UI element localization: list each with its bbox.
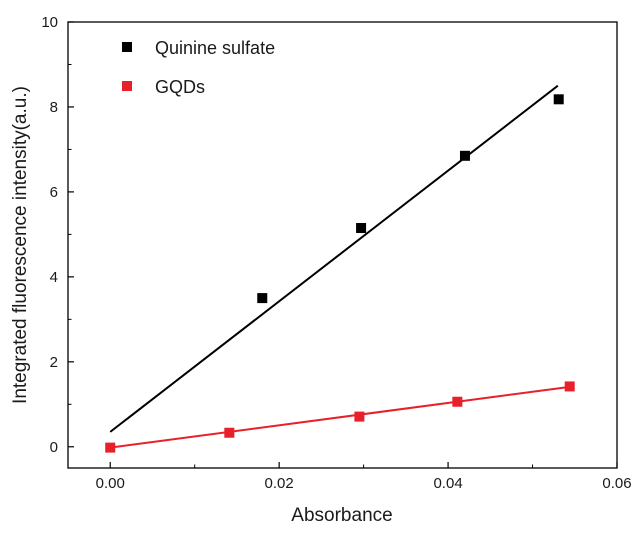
data-point-gqds bbox=[564, 381, 575, 392]
legend-label-gqds: GQDs bbox=[155, 77, 205, 97]
y-axis-title: Integrated fluorescence intensity(a.u.) bbox=[10, 86, 31, 404]
legend-label-quinine-sulfate: Quinine sulfate bbox=[155, 38, 275, 58]
data-point-quinine-sulfate bbox=[459, 150, 470, 161]
x-tick-label: 0.00 bbox=[96, 475, 125, 492]
legend: Quinine sulfate GQDs bbox=[122, 38, 275, 97]
data-point-gqds bbox=[452, 396, 463, 407]
fit-lines bbox=[109, 84, 570, 449]
y-tick-label: 0 bbox=[50, 439, 58, 456]
x-axis-title: Absorbance bbox=[291, 505, 392, 526]
fit-line-quinine-sulfate bbox=[109, 84, 559, 433]
data-point-quinine-sulfate bbox=[553, 94, 564, 105]
y-tick-label: 8 bbox=[50, 99, 58, 116]
y-tick-label: 6 bbox=[50, 184, 58, 201]
data-point-gqds bbox=[354, 411, 365, 422]
y-tick-label: 10 bbox=[41, 14, 58, 31]
y-axis-ticks: 0 2 4 6 8 10 bbox=[41, 14, 74, 456]
data-point-gqds bbox=[224, 427, 235, 438]
data-point-quinine-sulfate bbox=[257, 293, 268, 304]
x-tick-label: 0.02 bbox=[265, 475, 294, 492]
x-tick-label: 0.04 bbox=[433, 475, 462, 492]
legend-marker-quinine-sulfate bbox=[122, 42, 132, 52]
fit-line-gqds bbox=[110, 385, 570, 449]
legend-marker-gqds bbox=[122, 81, 132, 91]
y-tick-label: 4 bbox=[50, 269, 58, 286]
y-tick-label: 2 bbox=[50, 354, 58, 371]
data-point-quinine-sulfate bbox=[356, 223, 367, 234]
x-axis-ticks: 0.00 0.02 0.04 0.06 bbox=[96, 462, 632, 492]
plot-frame bbox=[67, 21, 618, 469]
x-tick-label: 0.06 bbox=[602, 475, 631, 492]
data-point-gqds bbox=[105, 442, 116, 453]
data-points bbox=[105, 94, 575, 453]
